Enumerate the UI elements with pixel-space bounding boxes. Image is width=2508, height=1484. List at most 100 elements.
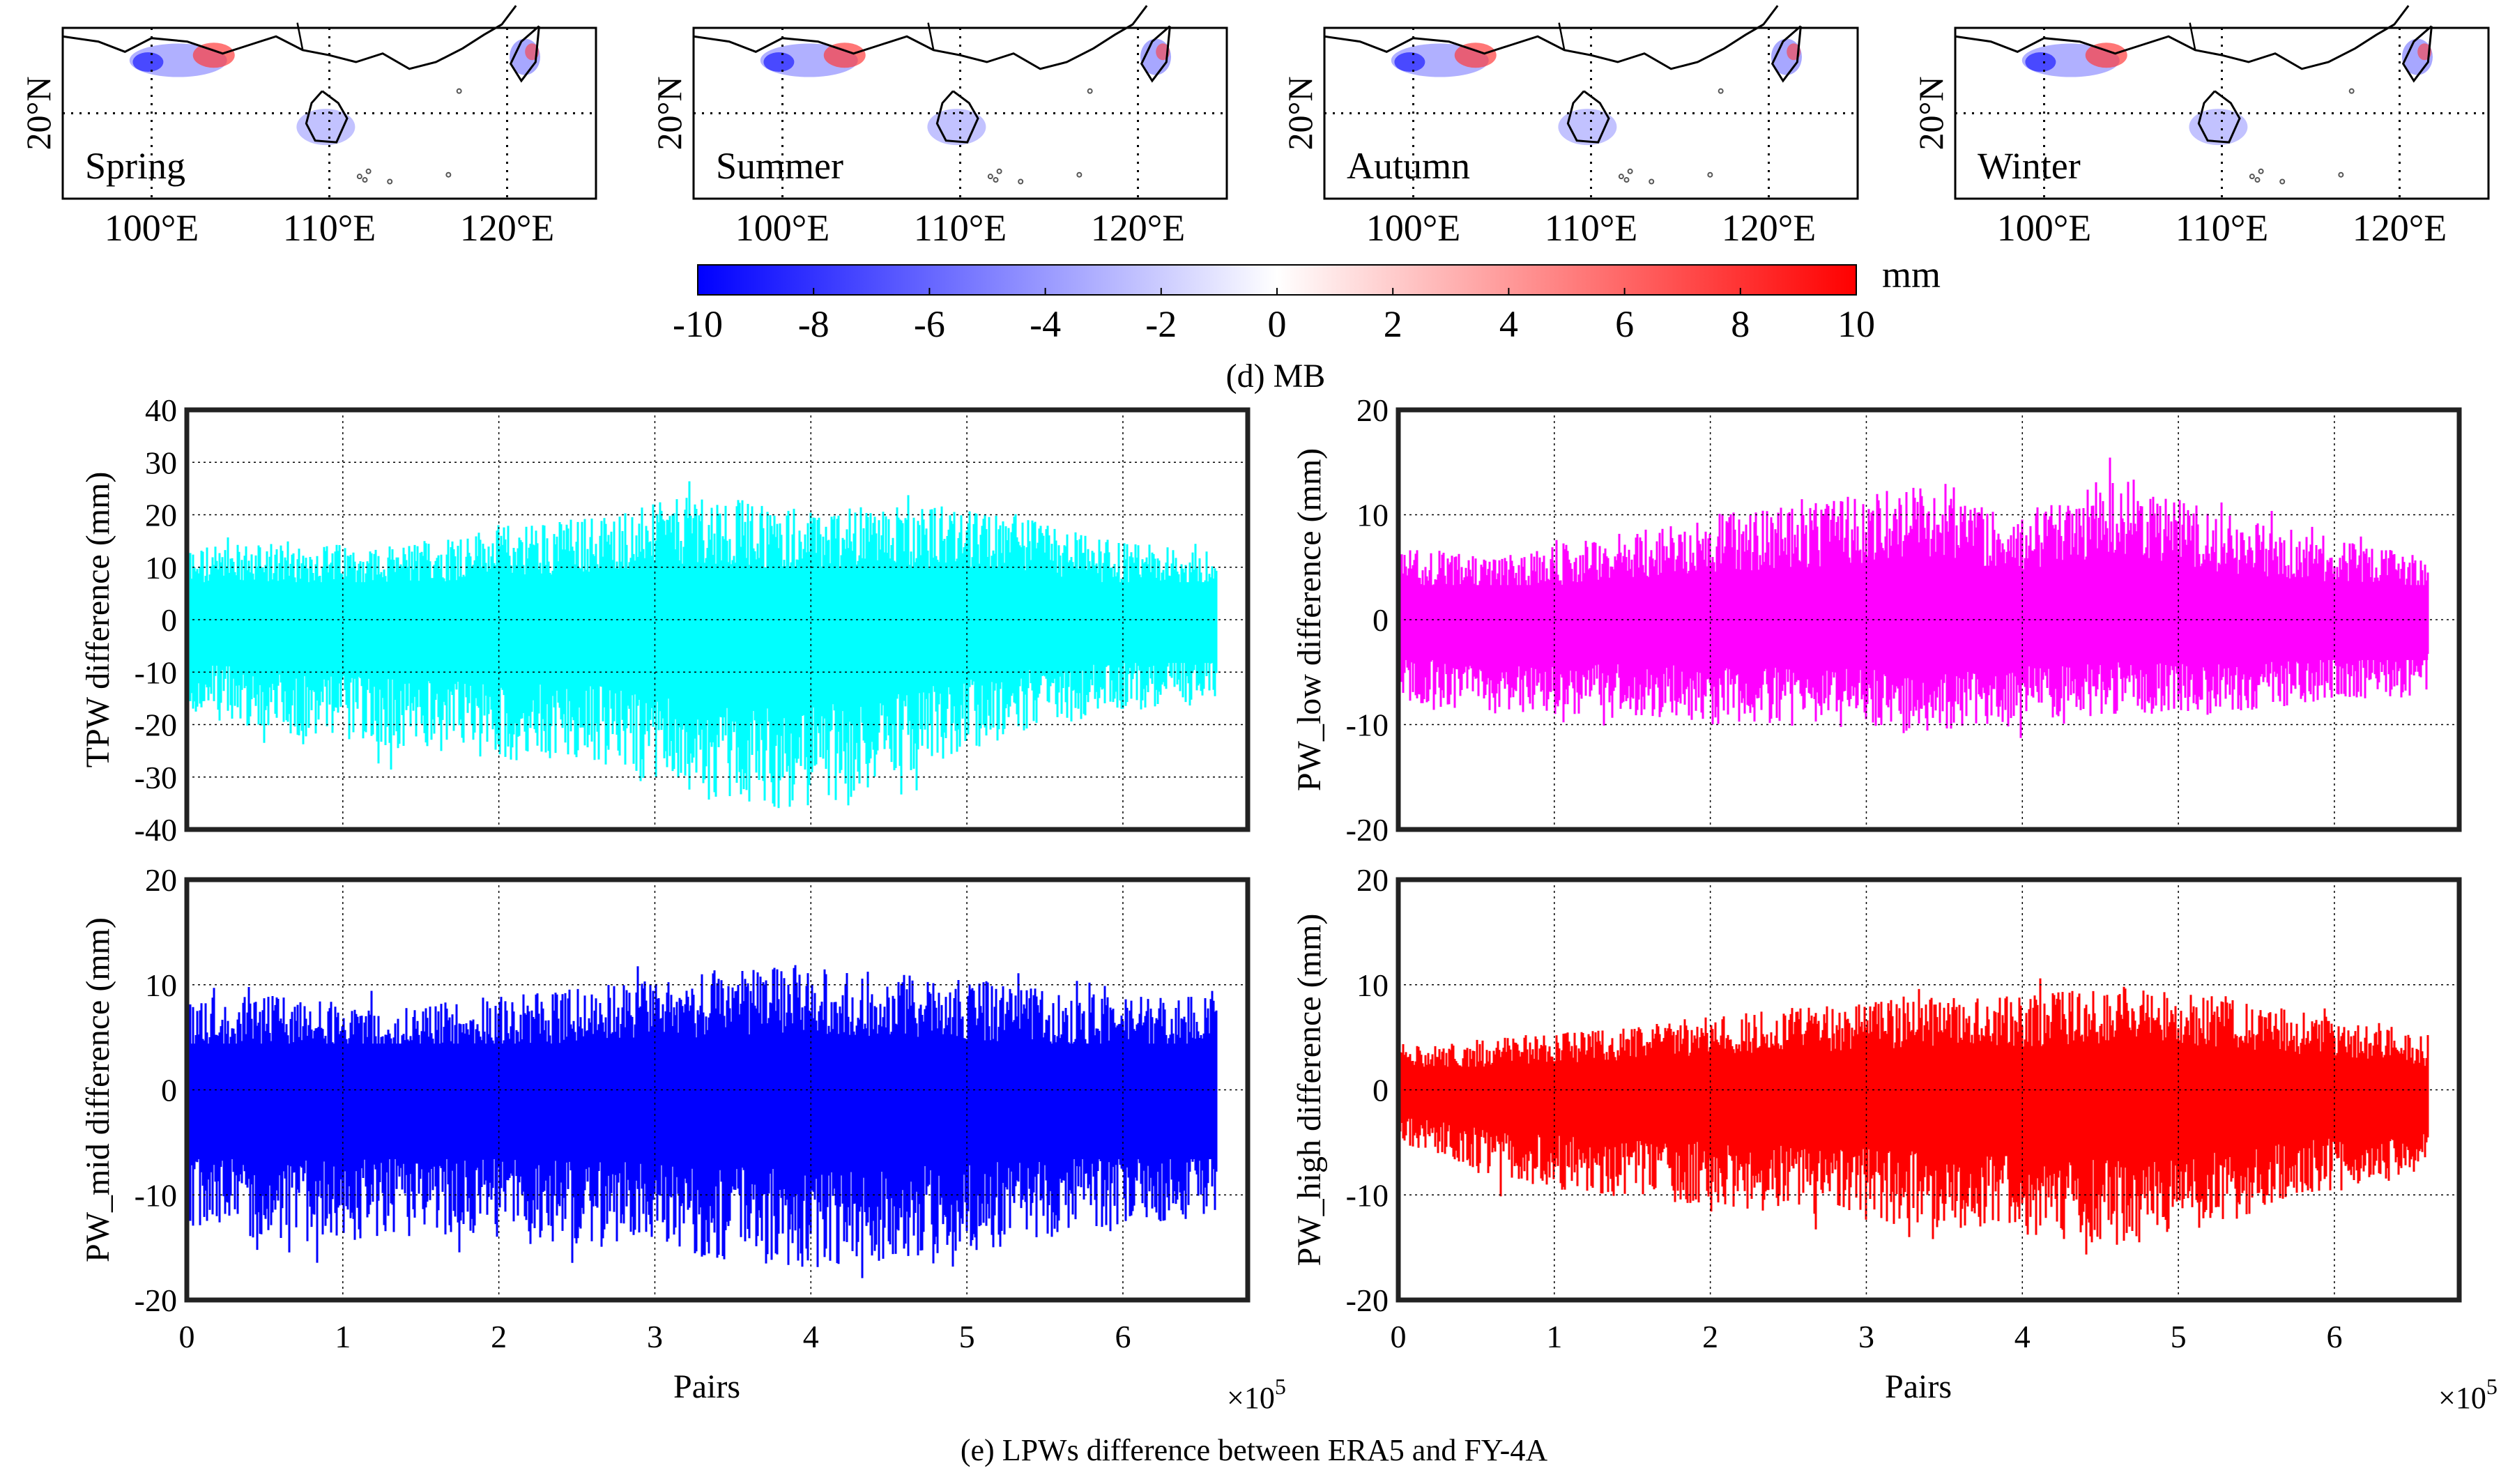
coastline (62, 5, 517, 70)
data-core (188, 1043, 1217, 1159)
lat-tick-label: 20°N (1280, 76, 1320, 150)
map-anomaly-blob (2025, 52, 2056, 72)
lat-tick-label: 20°N (19, 76, 58, 150)
y-tick-label: -30 (135, 760, 177, 795)
lon-tick-label: 120°E (1091, 207, 1186, 249)
plot-frame (1396, 877, 2462, 1303)
small-island (1718, 88, 1724, 94)
y-tick-label: -40 (135, 812, 177, 848)
taiwan-island (2401, 25, 2433, 83)
map-frame (692, 26, 1228, 200)
small-island (362, 177, 368, 183)
x-tick-label: 0 (179, 1319, 195, 1354)
lon-tick-label: 120°E (1722, 207, 1817, 249)
colorbar-unit: mm (1882, 254, 1941, 296)
taiwan-island (1771, 25, 1802, 83)
map-anomaly-blob (1558, 109, 1617, 146)
map-frame (1323, 26, 1859, 200)
data-series (186, 481, 1218, 809)
colorbar-tick-label: -8 (798, 303, 829, 345)
hainan-island (935, 90, 979, 144)
map-panel-spring: Spring 20°N 100°E 110°E 120°E (19, 5, 597, 249)
colorbar-tick-label: 6 (1615, 303, 1634, 345)
colorbar-tick-label: 0 (1268, 303, 1287, 345)
y-tick-label: -10 (135, 655, 177, 690)
y-tick-label: 40 (145, 392, 177, 428)
plot-frame (184, 407, 1251, 832)
colorbar-tick-label: 10 (1837, 303, 1875, 345)
y-tick-label: 20 (1356, 392, 1389, 428)
caption-e: (e) LPWs difference between ERA5 and FY-… (961, 1433, 1547, 1467)
x-multiplier: ×105 (2438, 1374, 2498, 1415)
map-panel-summer: Summer 20°N 100°E 110°E 120°E (650, 5, 1228, 249)
season-label: Winter (1978, 145, 2081, 187)
y-tick-label: 10 (1356, 498, 1389, 533)
x-tick-label: 5 (2171, 1319, 2187, 1354)
y-axis-label: PW_high difference (mm) (1291, 914, 1328, 1267)
small-island (2348, 88, 2355, 94)
x-tick-label: 0 (1391, 1319, 1407, 1354)
x-tick-label: 1 (1546, 1319, 1562, 1354)
plot-pw-low: 20 10 0 -10 -20 PW_low difference (mm) (1291, 392, 2462, 848)
colorbar-tick-label: -10 (673, 303, 723, 345)
y-tick-label: -20 (135, 1283, 177, 1318)
data-core (1399, 585, 2429, 660)
small-island (356, 174, 362, 180)
x-axis-label: Pairs (1885, 1368, 1952, 1405)
coastline (693, 5, 1148, 70)
taiwan-island (1140, 25, 1171, 83)
plot-frame (1396, 407, 2462, 832)
data-series (1398, 457, 2429, 738)
plot-frame (184, 877, 1251, 1303)
season-label: Summer (716, 145, 843, 187)
lon-tick-label: 110°E (1545, 207, 1638, 249)
x-tick-label: 4 (2014, 1319, 2031, 1354)
lon-tick-label: 100°E (1366, 207, 1461, 249)
lon-tick-label: 110°E (914, 207, 1007, 249)
x-tick-label: 2 (491, 1319, 507, 1354)
small-island (2254, 177, 2261, 183)
map-anomaly-blob (823, 43, 866, 68)
caption-d: (d) MB (1226, 358, 1326, 395)
small-island (2249, 174, 2255, 180)
map-anomaly-blob (192, 43, 235, 68)
colorbar-tick-label: 4 (1499, 303, 1518, 345)
y-tick-label: 10 (1356, 967, 1389, 1003)
map-anomaly-blob (296, 109, 355, 146)
hainan-island (305, 90, 349, 144)
y-tick-label: 20 (145, 498, 177, 533)
lon-tick-label: 100°E (105, 207, 199, 249)
map-anomaly-blob (2189, 109, 2248, 146)
y-tick-label: 30 (145, 445, 177, 480)
colorbar-tick-label: 8 (1731, 303, 1750, 345)
y-axis-label: TPW difference (mm) (79, 472, 116, 768)
x-tick-label: 6 (2326, 1319, 2342, 1354)
lat-tick-label: 20°N (1911, 76, 1950, 150)
map-anomaly-blob (763, 52, 795, 72)
y-axis-label: PW_mid difference (mm) (79, 917, 116, 1262)
small-island (456, 88, 462, 94)
y-tick-label: 0 (1372, 1073, 1389, 1108)
data-series (1398, 978, 2429, 1255)
map-panel-winter: Winter 20°N 100°E 110°E 120°E (1911, 5, 2490, 249)
map-frame (61, 26, 597, 200)
map-panel-autumn: Autumn 20°N 100°E 110°E 120°E (1280, 5, 1859, 249)
hainan-island (2197, 90, 2241, 144)
season-label: Autumn (1347, 145, 1470, 187)
x-multiplier: ×105 (1227, 1374, 1286, 1415)
y-tick-label: 20 (1356, 862, 1389, 898)
y-tick-label: -10 (1346, 707, 1389, 743)
data-core (1399, 1066, 2429, 1119)
y-tick-label: 20 (145, 862, 177, 898)
small-island (1623, 177, 1630, 183)
small-island (1649, 178, 1655, 185)
small-island (1618, 174, 1624, 180)
y-tick-label: -20 (1346, 812, 1389, 848)
data-core (188, 582, 1217, 664)
y-tick-label: 10 (145, 550, 177, 586)
small-island (1076, 171, 1083, 178)
y-tick-label: -10 (135, 1177, 177, 1213)
map-anomaly-blob (1454, 43, 1497, 68)
x-tick-label: 5 (959, 1319, 975, 1354)
season-label: Spring (85, 145, 185, 187)
